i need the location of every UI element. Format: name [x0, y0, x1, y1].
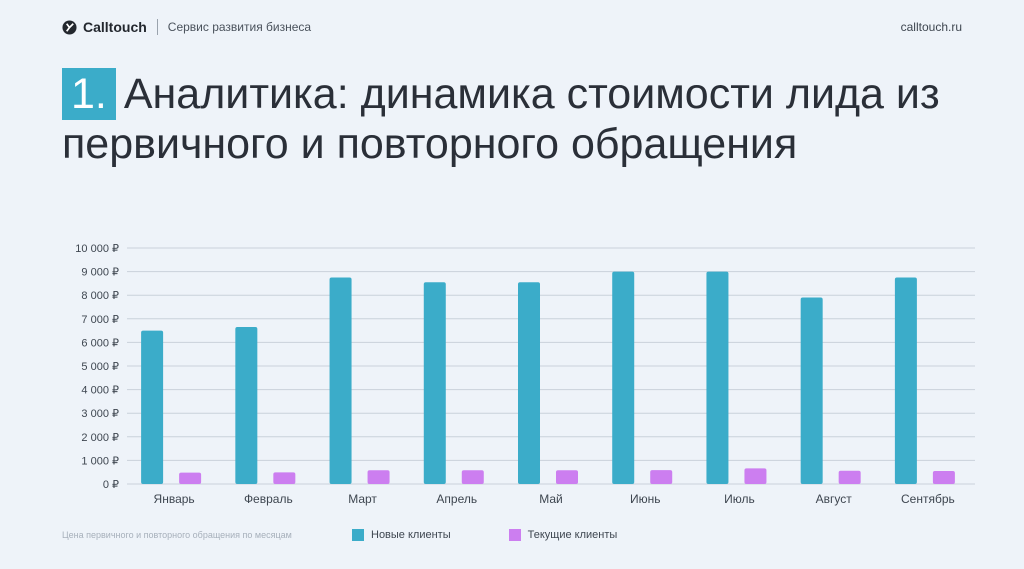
- bar-current-clients: [461, 470, 484, 484]
- x-tick-label: Сентябрь: [901, 492, 955, 506]
- bar-current-clients: [744, 468, 767, 484]
- chart-caption: Цена первичного и повторного обращения п…: [62, 530, 292, 540]
- y-tick-label: 5 000 ₽: [81, 361, 119, 373]
- site-link[interactable]: calltouch.ru: [900, 20, 962, 34]
- bar-new-clients: [141, 330, 164, 484]
- bar-current-clients: [179, 472, 202, 484]
- bar-new-clients: [706, 271, 729, 484]
- bar-new-clients: [612, 271, 635, 484]
- bar-current-clients: [273, 472, 296, 484]
- header-divider: [156, 19, 158, 35]
- legend-item-current-clients: Текущие клиенты: [508, 529, 618, 541]
- bar-new-clients: [329, 277, 352, 484]
- x-tick-label: Март: [348, 492, 377, 506]
- y-tick-label: 9 000 ₽: [81, 267, 119, 279]
- bar-current-clients: [556, 470, 578, 484]
- header: Calltouch Сервис развития бизнеса callto…: [62, 14, 962, 40]
- bar-new-clients: [518, 282, 540, 484]
- x-tick-label: Февраль: [244, 492, 293, 506]
- page-title: 1. Аналитика: динамика стоимости лида из …: [62, 68, 962, 168]
- bar-current-clients: [650, 470, 673, 484]
- bar-new-clients: [894, 277, 917, 484]
- bar-new-clients: [235, 327, 258, 484]
- y-tick-label: 3 000 ₽: [81, 408, 119, 420]
- bar-new-clients: [800, 297, 823, 484]
- page-title-text: Аналитика: динамика стоимости лида из пе…: [62, 70, 940, 168]
- x-tick-label: Май: [539, 492, 563, 506]
- brand-name: Calltouch: [83, 19, 147, 35]
- legend-swatch-new-clients: [352, 529, 364, 541]
- y-tick-label: 6 000 ₽: [81, 337, 119, 349]
- chart-legend: Цена первичного и повторного обращения п…: [62, 526, 962, 544]
- bar-current-clients: [838, 470, 861, 484]
- calltouch-logo-icon: [62, 19, 77, 35]
- legend-label-new-clients: Новые клиенты: [371, 529, 451, 541]
- x-tick-label: Июль: [724, 492, 755, 506]
- y-tick-label: 4 000 ₽: [81, 385, 119, 397]
- x-tick-label: Апрель: [436, 492, 477, 506]
- y-tick-label: 2 000 ₽: [81, 432, 119, 444]
- bar-current-clients: [932, 471, 955, 484]
- section-number-badge: 1.: [62, 68, 116, 120]
- x-tick-label: Август: [816, 492, 853, 506]
- legend-label-current-clients: Текущие клиенты: [527, 529, 618, 541]
- y-tick-label: 8 000 ₽: [81, 290, 119, 302]
- logo[interactable]: Calltouch: [62, 19, 147, 35]
- y-tick-label: 7 000 ₽: [81, 314, 119, 326]
- legend-item-new-clients: Новые клиенты: [352, 529, 451, 541]
- tagline: Сервис развития бизнеса: [167, 20, 312, 34]
- y-tick-label: 10 000 ₽: [75, 243, 119, 255]
- bar-chart: 0 ₽ 1 000 ₽ 2 000 ₽ 3 000 ₽ 4 000 ₽ 5 000 ₽ 6 …: [75, 243, 975, 506]
- x-tick-label: Июнь: [630, 492, 661, 506]
- x-tick-label: Январь: [154, 492, 195, 506]
- legend-swatch-current-clients: [508, 529, 521, 541]
- y-tick-label: 0 ₽: [103, 479, 119, 491]
- bar-current-clients: [367, 470, 390, 484]
- y-tick-label: 1 000 ₽: [81, 455, 119, 467]
- bar-new-clients: [423, 282, 446, 484]
